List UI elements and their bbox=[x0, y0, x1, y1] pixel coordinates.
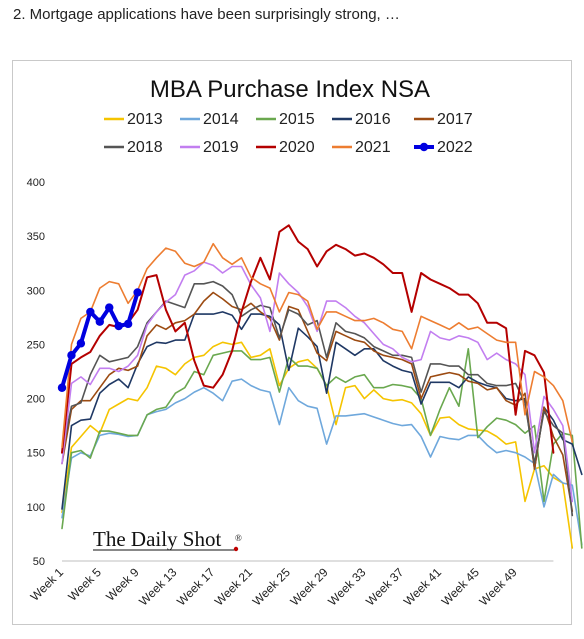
watermark-mark: ® bbox=[235, 533, 242, 543]
data-point-2022 bbox=[76, 339, 86, 348]
legend-item-2021: 2021 bbox=[332, 139, 391, 156]
legend-label: 2018 bbox=[127, 139, 163, 156]
y-axis: 50 100 150 200 250 300 350 400 bbox=[27, 177, 45, 568]
x-tick-label: Week 1 bbox=[28, 565, 67, 604]
watermark-text: The Daily Shot bbox=[93, 527, 221, 551]
data-point-2022 bbox=[57, 383, 67, 392]
x-tick-label: Week 5 bbox=[65, 565, 104, 604]
x-tick-label: Week 29 bbox=[287, 565, 330, 608]
series-line-2018 bbox=[61, 280, 574, 517]
x-tick-label: Week 21 bbox=[212, 565, 255, 608]
series-line-2020 bbox=[61, 224, 555, 454]
caption-text: 2. Mortgage applications have been surpr… bbox=[13, 6, 400, 23]
watermark-dot bbox=[233, 546, 239, 552]
series-line-2014 bbox=[61, 378, 583, 546]
series-line-2013 bbox=[61, 341, 574, 549]
legend-item-2013: 2013 bbox=[104, 111, 163, 128]
x-tick-label: Week 49 bbox=[476, 565, 519, 608]
y-tick-label: 400 bbox=[27, 177, 45, 189]
legend-label: 2016 bbox=[355, 111, 391, 128]
x-tick-label: Week 45 bbox=[439, 565, 482, 608]
legend-label: 2021 bbox=[355, 139, 391, 156]
legend-label: 2013 bbox=[127, 111, 163, 128]
data-point-2022 bbox=[105, 303, 114, 312]
legend-label: 2017 bbox=[437, 111, 473, 128]
data-point-2022 bbox=[133, 288, 142, 297]
legend-item-2022: 2022 bbox=[414, 139, 473, 156]
legend-item-2018: 2018 bbox=[104, 139, 163, 156]
chart-title: MBA Purchase Index NSA bbox=[150, 76, 430, 103]
y-tick-label: 200 bbox=[27, 394, 45, 406]
x-tick-label: Week 33 bbox=[325, 565, 368, 608]
y-tick-label: 150 bbox=[27, 448, 45, 460]
x-tick-label: Week 17 bbox=[174, 565, 217, 608]
data-point-2022 bbox=[86, 307, 95, 317]
data-point-2022 bbox=[67, 351, 76, 360]
x-tick-label: Week 41 bbox=[401, 565, 444, 608]
series-line-2021 bbox=[61, 242, 574, 449]
legend-item-2016: 2016 bbox=[332, 111, 391, 128]
x-tick-label: Week 25 bbox=[250, 565, 293, 608]
legend-item-2015: 2015 bbox=[256, 111, 315, 128]
plot-area bbox=[57, 224, 583, 549]
legend-label: 2019 bbox=[203, 139, 239, 156]
y-tick-label: 300 bbox=[27, 285, 45, 297]
data-point-2022 bbox=[123, 319, 133, 329]
data-point-2022 bbox=[95, 317, 105, 326]
legend-item-2017: 2017 bbox=[414, 111, 473, 128]
legend-label: 2015 bbox=[279, 111, 315, 128]
y-tick-label: 100 bbox=[27, 502, 45, 514]
y-tick-label: 250 bbox=[27, 339, 45, 351]
data-point-2022 bbox=[114, 321, 123, 331]
legend: 2013 2014 2015 2016 2017 2018 2019 2020 2021 2022 bbox=[104, 111, 473, 156]
series-line-2019 bbox=[61, 261, 574, 503]
legend-label: 2020 bbox=[279, 139, 315, 156]
legend-marker bbox=[419, 142, 429, 152]
x-tick-label: Week 37 bbox=[363, 565, 406, 608]
watermark: The Daily Shot ® bbox=[93, 527, 242, 552]
series-line-2015 bbox=[61, 347, 583, 549]
legend-item-2020: 2020 bbox=[256, 139, 315, 156]
legend-label: 2022 bbox=[437, 139, 473, 156]
x-tick-label: Week 13 bbox=[136, 565, 179, 608]
legend-label: 2014 bbox=[203, 111, 239, 128]
y-tick-label: 350 bbox=[27, 231, 45, 243]
series-line-2017 bbox=[61, 291, 574, 513]
legend-item-2019: 2019 bbox=[180, 139, 239, 156]
legend-item-2014: 2014 bbox=[180, 111, 239, 128]
y-tick-label: 50 bbox=[33, 556, 45, 568]
